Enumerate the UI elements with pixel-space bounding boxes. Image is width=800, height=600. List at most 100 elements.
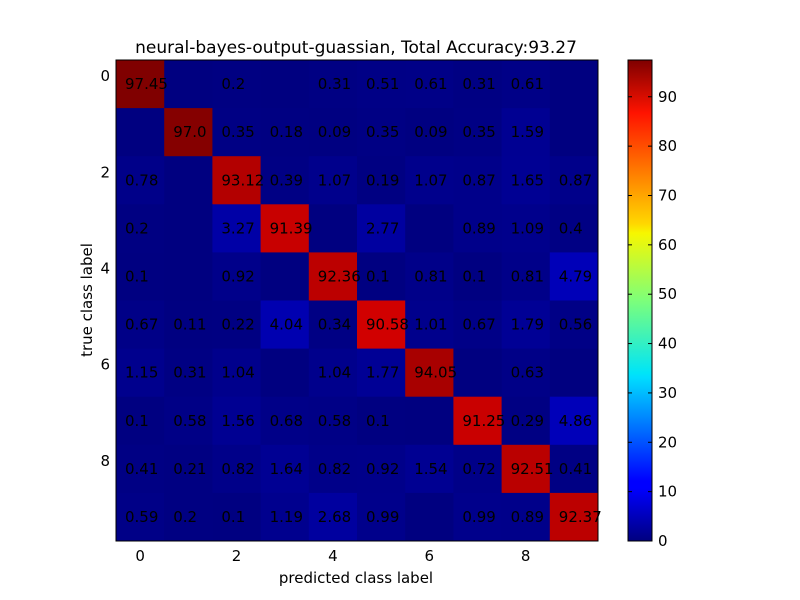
cell-value-label: 0.19: [366, 171, 399, 189]
cell-value-label: 0.58: [318, 412, 351, 430]
x-tick-label: 0: [135, 547, 145, 565]
heatmap-cell-r2-c1: [164, 156, 213, 205]
colorbar-tick-label: 40: [658, 335, 677, 353]
cell-value-label: 92.36: [318, 267, 361, 285]
cell-value-label: 1.07: [414, 171, 447, 189]
cell-value-label: 2.68: [318, 508, 351, 526]
colorbar: [627, 59, 653, 542]
heatmap-cell-r1-c2: [212, 108, 262, 157]
heatmap-cell-r3-c5: [357, 204, 406, 253]
cell-value-label: 0.72: [462, 460, 495, 478]
cell-value-label: 0.35: [462, 123, 495, 141]
cell-value-label: 0.34: [318, 316, 351, 334]
heatmap-cell-r1-c3: [260, 108, 310, 157]
heatmap-cell-r4-c5: [357, 252, 406, 301]
heatmap-cell-r7-c3: [260, 396, 310, 446]
cell-value-label: 0.78: [125, 171, 158, 189]
heatmap-cell-r7-c1: [164, 396, 213, 446]
heatmap-cell-r8-c6: [405, 444, 454, 494]
cell-value-label: 0.59: [125, 508, 158, 526]
heatmap-cell-r6-c4: [308, 348, 358, 398]
heatmap-cell-r8-c8: [501, 444, 551, 494]
heatmap-cell-r0-c6: [405, 60, 454, 109]
heatmap-cell-r8-c3: [260, 444, 310, 494]
cell-value-label: 94.05: [414, 364, 457, 382]
heatmap-cell-r3-c8: [501, 204, 551, 253]
y-tick-label: 4: [100, 259, 110, 277]
heatmap-cell-r5-c4: [308, 300, 358, 350]
colorbar-tick-label: 0: [658, 532, 668, 550]
heatmap-cell-r0-c4: [308, 60, 358, 109]
heatmap-cell-r9-c9: [549, 492, 599, 542]
heatmap-cell-r6-c7: [453, 348, 503, 398]
heatmap-cells: [116, 60, 599, 542]
heatmap-cell-r7-c5: [357, 396, 406, 446]
heatmap-cell-r8-c7: [453, 444, 503, 494]
heatmap-cell-r2-c3: [260, 156, 310, 205]
heatmap-cell-r9-c6: [405, 492, 454, 542]
cell-value-label: 0.67: [125, 316, 158, 334]
cell-value-label: 0.1: [366, 267, 390, 285]
cell-value-label: 0.92: [366, 460, 399, 478]
colorbar-tick-label: 60: [658, 236, 677, 254]
heatmap-cell-r1-c6: [405, 108, 454, 157]
cell-value-label: 0.1: [125, 267, 149, 285]
cell-value-label: 97.45: [125, 75, 168, 93]
cell-value-label: 0.68: [270, 412, 303, 430]
heatmap-cell-r0-c5: [357, 60, 406, 109]
heatmap-cell-r4-c7: [453, 252, 503, 301]
cell-value-label: 0.41: [125, 460, 158, 478]
cell-value-label: 0.09: [318, 123, 351, 141]
cell-value-label: 1.79: [511, 316, 544, 334]
cell-value-label: 2.77: [366, 219, 399, 237]
cell-value-label: 0.87: [462, 171, 495, 189]
cell-value-label: 0.58: [173, 412, 206, 430]
heatmap-cell-r2-c2: [212, 156, 262, 205]
cell-value-label: 1.04: [318, 364, 351, 382]
heatmap-cell-r8-c2: [212, 444, 262, 494]
heatmap-cell-r1-c8: [501, 108, 551, 157]
cell-value-label: 0.29: [511, 412, 544, 430]
cell-value-label: 0.2: [125, 219, 149, 237]
x-tick-label: 6: [425, 547, 435, 565]
heatmap-cell-r7-c0: [116, 396, 165, 446]
heatmap-cell-r6-c3: [260, 348, 310, 398]
heatmap-cell-r1-c1: [164, 108, 213, 157]
heatmap-cell-r1-c5: [357, 108, 406, 157]
cell-value-label: 0.82: [221, 460, 254, 478]
cell-value-label: 1.56: [221, 412, 254, 430]
cell-value-label: 0.51: [366, 75, 399, 93]
heatmap-cell-r4-c2: [212, 252, 262, 301]
heatmap-cell-r6-c2: [212, 348, 262, 398]
heatmap-cell-r5-c1: [164, 300, 213, 350]
heatmap-cell-r5-c0: [116, 300, 165, 350]
cell-value-label: 0.61: [414, 75, 447, 93]
cell-value-label: 0.92: [221, 267, 254, 285]
heatmap-cell-r3-c0: [116, 204, 165, 253]
heatmap-cell-r4-c8: [501, 252, 551, 301]
cell-value-label: 1.59: [511, 123, 544, 141]
heatmap-cell-r9-c1: [164, 492, 213, 542]
heatmap-cell-r0-c3: [260, 60, 310, 109]
heatmap-cell-r4-c9: [549, 252, 599, 301]
colorbar-tick-label: 80: [658, 137, 677, 155]
cell-value-label: 97.0: [173, 123, 206, 141]
cell-value-label: 0.1: [221, 508, 245, 526]
cell-value-label: 0.2: [221, 75, 245, 93]
heatmap-cell-r9-c4: [308, 492, 358, 542]
heatmap-cell-r4-c0: [116, 252, 165, 301]
cell-value-label: 92.37: [559, 508, 602, 526]
heatmap-cell-r9-c3: [260, 492, 310, 542]
cell-value-label: 4.04: [270, 316, 303, 334]
heatmap-cell-r3-c1: [164, 204, 213, 253]
y-tick-label: 6: [100, 356, 110, 374]
cell-value-label: 0.21: [173, 460, 206, 478]
heatmap-cell-r4-c1: [164, 252, 213, 301]
heatmap-cell-r1-c9: [549, 108, 599, 157]
heatmap-cell-r7-c6: [405, 396, 454, 446]
cell-value-label: 0.41: [559, 460, 592, 478]
x-axis-ticks: 0 2 4 6 8: [135, 547, 530, 565]
heatmap-cell-r5-c8: [501, 300, 551, 350]
heatmap-cell-r6-c0: [116, 348, 165, 398]
heatmap-cell-r0-c2: [212, 60, 262, 109]
